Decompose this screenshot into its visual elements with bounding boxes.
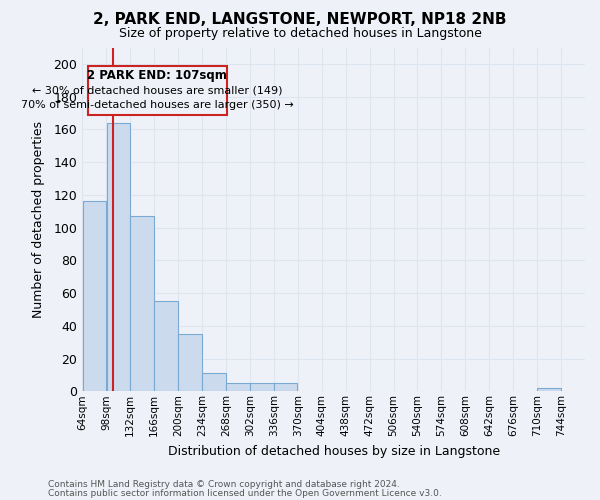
X-axis label: Distribution of detached houses by size in Langstone: Distribution of detached houses by size … xyxy=(167,444,500,458)
Text: ← 30% of detached houses are smaller (149): ← 30% of detached houses are smaller (14… xyxy=(32,85,282,95)
Text: Contains public sector information licensed under the Open Government Licence v3: Contains public sector information licen… xyxy=(48,488,442,498)
Text: 2, PARK END, LANGSTONE, NEWPORT, NP18 2NB: 2, PARK END, LANGSTONE, NEWPORT, NP18 2N… xyxy=(93,12,507,28)
Bar xyxy=(202,374,226,392)
Text: 70% of semi-detached houses are larger (350) →: 70% of semi-detached houses are larger (… xyxy=(20,100,293,110)
FancyBboxPatch shape xyxy=(88,66,227,114)
Bar xyxy=(83,202,106,392)
Bar xyxy=(226,383,250,392)
Bar xyxy=(250,383,274,392)
Bar xyxy=(274,383,298,392)
Bar xyxy=(538,388,561,392)
Bar xyxy=(178,334,202,392)
Bar xyxy=(154,301,178,392)
Y-axis label: Number of detached properties: Number of detached properties xyxy=(32,121,45,318)
Text: Contains HM Land Registry data © Crown copyright and database right 2024.: Contains HM Land Registry data © Crown c… xyxy=(48,480,400,489)
Text: Size of property relative to detached houses in Langstone: Size of property relative to detached ho… xyxy=(119,28,481,40)
Bar xyxy=(130,216,154,392)
Bar xyxy=(107,123,130,392)
Text: 2 PARK END: 107sqm: 2 PARK END: 107sqm xyxy=(87,69,227,82)
